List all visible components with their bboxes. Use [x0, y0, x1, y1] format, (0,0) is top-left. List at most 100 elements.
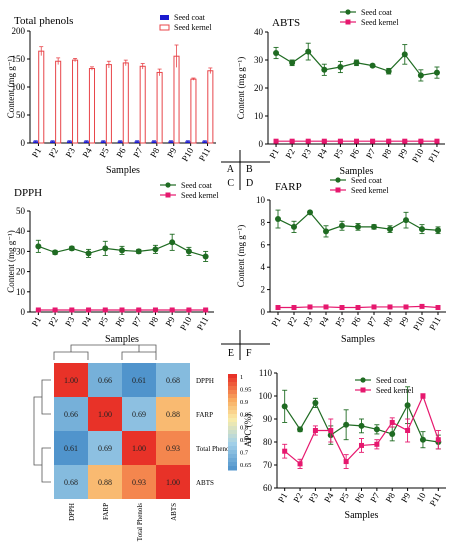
- legend-marker: [165, 192, 171, 198]
- point-seed-kernel: [312, 428, 318, 433]
- panel-f-apc-chart: 60 70 80 90 100 110 P1 P2 P3 P4 P5 P6 P7 P8 P9 10 P11 Sam…: [243, 368, 446, 521]
- heatmap-row-label: Total Phenols: [196, 445, 234, 453]
- point-seed-coat: [307, 209, 313, 216]
- chart-title: DPPH: [14, 187, 42, 199]
- x-tick-label: P10: [180, 146, 196, 164]
- legend-label: Seed coat: [361, 8, 393, 17]
- heatmap-column-label: FARP: [102, 503, 110, 520]
- bar-seed-kernel: [122, 62, 129, 144]
- heatmap-value: 0.68: [64, 478, 78, 487]
- colorbar-segment: [228, 442, 237, 447]
- colorbar-segment: [228, 458, 237, 463]
- point-seed-coat: [339, 222, 345, 229]
- y-axis-label: Content (mg g⁻¹): [236, 57, 246, 119]
- colorbar-segment: [228, 402, 237, 407]
- y-tick-label: 50: [16, 110, 26, 120]
- x-tick-label: P4: [317, 315, 331, 329]
- y-tick-label: 10: [254, 111, 264, 121]
- colorbar-segment: [228, 410, 237, 415]
- x-tick-label: P11: [197, 146, 212, 163]
- x-tick-label: P7: [130, 315, 144, 329]
- colorbar-tick-label: 0.7: [240, 449, 249, 456]
- point-seed-kernel: [321, 138, 327, 144]
- panel-letter-a: A: [227, 164, 235, 175]
- heatmap-cell: [54, 431, 88, 465]
- point-seed-kernel: [403, 304, 409, 310]
- bar-seed-coat: [151, 141, 157, 143]
- heatmap-cell: [122, 397, 156, 431]
- point-seed-kernel: [374, 441, 380, 447]
- legend-marker: [335, 187, 341, 193]
- point-seed-kernel: [307, 304, 313, 310]
- colorbar-segment: [228, 426, 237, 431]
- x-tick-label: P5: [97, 315, 111, 329]
- colorbar-tick-label: 0.75: [240, 437, 251, 444]
- point-seed-kernel: [387, 304, 393, 310]
- x-tick-label: P3: [63, 315, 77, 329]
- heatmap-value: 0.61: [132, 376, 146, 385]
- x-tick-label: P8: [381, 315, 395, 329]
- bar-seed-coat: [185, 141, 191, 143]
- row-dendrogram: [33, 379, 51, 483]
- legend-label: Seed kernel: [376, 386, 414, 395]
- bar-seed-coat: [117, 141, 123, 143]
- point-seed-coat: [185, 248, 192, 255]
- point-seed-coat: [85, 250, 92, 257]
- point-seed-coat: [401, 51, 408, 58]
- bar-seed-kernel: [38, 50, 45, 144]
- chart-title: Total phenols: [14, 15, 73, 27]
- point-seed-kernel: [434, 138, 440, 144]
- heatmap-row-label: ABTS: [196, 479, 214, 487]
- point-seed-coat: [323, 228, 329, 235]
- chart-title: ABTS: [272, 17, 300, 29]
- heatmap-cell: [122, 363, 156, 397]
- x-tick-label: P8: [148, 146, 162, 160]
- bar-seed-coat: [168, 141, 174, 143]
- y-tick-label: 10: [256, 195, 266, 205]
- colorbar-segment: [228, 466, 237, 471]
- point-seed-coat: [419, 436, 426, 443]
- point-seed-kernel: [418, 138, 424, 144]
- legend-marker: [360, 377, 366, 383]
- x-tick-label: P10: [410, 147, 426, 165]
- bar-seed-kernel: [173, 55, 180, 144]
- colorbar-segment: [228, 414, 237, 419]
- y-tick-label: 100: [259, 391, 273, 401]
- point-seed-kernel: [291, 305, 297, 311]
- point-seed-coat: [417, 72, 424, 79]
- point-seed-kernel: [419, 303, 425, 309]
- x-tick-label: P2: [283, 147, 296, 160]
- x-tick-label: P5: [97, 146, 111, 160]
- bar-seed-coat: [50, 141, 56, 143]
- point-seed-coat: [202, 253, 209, 260]
- point-seed-coat: [169, 239, 176, 246]
- point-seed-coat: [337, 64, 344, 70]
- panel-divider-ab: A B C D: [221, 150, 270, 190]
- point-seed-coat: [385, 68, 392, 75]
- x-tick-label: P2: [47, 146, 60, 159]
- colorbar-segment: [228, 382, 237, 387]
- y-axis-label: Content (mg g⁻¹): [6, 230, 16, 292]
- heatmap-cell: [88, 465, 122, 499]
- x-tick-label: P2: [291, 491, 304, 504]
- panel-a-total-phenols-chart: 0 50 100 150 200 P1 P2 P3 P4 P5 P6 P7 P8 P9 P10 P11 Samp…: [6, 13, 216, 176]
- colorbar-segment: [228, 390, 237, 395]
- point-seed-coat: [135, 248, 142, 255]
- bar-seed-coat: [33, 141, 39, 143]
- bar-seed-kernel: [207, 70, 214, 144]
- x-tick-label: P11: [195, 315, 210, 332]
- point-seed-coat: [387, 226, 393, 233]
- legend-label: Seed kernel: [181, 191, 219, 200]
- point-seed-kernel: [102, 307, 108, 313]
- point-seed-coat: [275, 216, 281, 223]
- x-axis-label: Samples: [345, 510, 379, 521]
- bar-seed-kernel: [139, 65, 146, 144]
- x-tick-label: P6: [113, 315, 127, 329]
- point-seed-coat: [152, 246, 159, 253]
- point-seed-kernel: [323, 304, 329, 310]
- x-tick-label: P4: [316, 147, 330, 161]
- legend-label: Seed kernel: [351, 186, 389, 195]
- y-tick-label: 80: [263, 437, 273, 447]
- y-tick-label: 20: [254, 83, 264, 93]
